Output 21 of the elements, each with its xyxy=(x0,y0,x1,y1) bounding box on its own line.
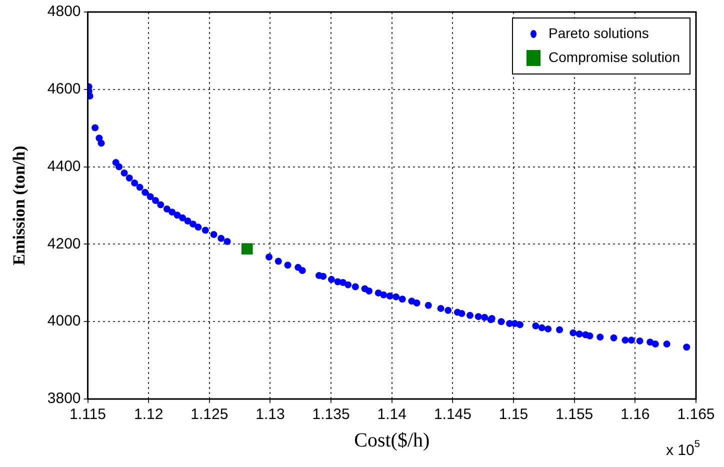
y-tick-label: 3800 xyxy=(47,390,81,408)
y-tick-label: 4600 xyxy=(47,80,81,98)
x-tick-label: 1.12 xyxy=(134,406,164,424)
legend-label: Pareto solutions xyxy=(548,24,649,41)
x-tick-label: 1.15 xyxy=(498,406,528,424)
y-tick-label: 4400 xyxy=(47,158,81,175)
y-tick-label: 4200 xyxy=(47,235,81,252)
x-tick-label: 1.165 xyxy=(677,406,715,424)
x-axis-title: Cost($/h) xyxy=(354,429,430,452)
x-tick-label: 1.16 xyxy=(620,406,650,424)
x-tick-label: 1.155 xyxy=(556,406,594,424)
x-tick-label: 1.145 xyxy=(434,406,472,424)
x-tick-label: 1.115 xyxy=(70,406,106,424)
x-tick-label: 1.13 xyxy=(256,406,285,424)
y-tick-label: 4000 xyxy=(47,312,81,330)
x-tick-label: 1.125 xyxy=(190,406,228,424)
x-tick-label: 1.14 xyxy=(377,406,406,424)
y-axis-title: Emission (ton/h) xyxy=(10,146,29,266)
y-tick-label: 4800 xyxy=(47,3,81,20)
x-tick-label: 1.135 xyxy=(312,406,350,424)
legend-label: Compromise solution xyxy=(548,48,680,65)
